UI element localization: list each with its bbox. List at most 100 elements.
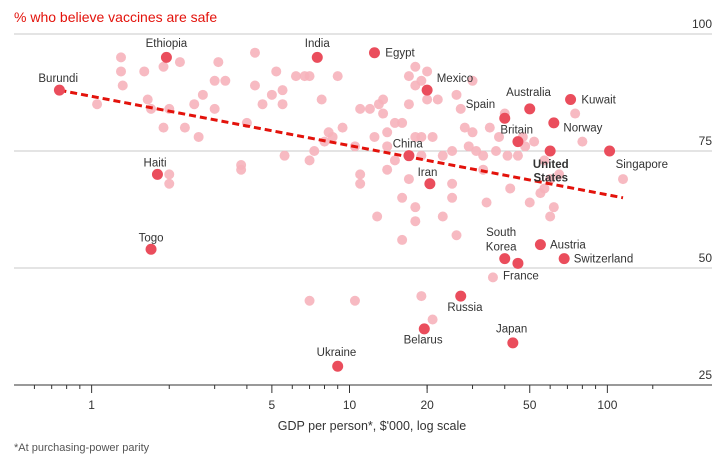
data-point — [422, 94, 433, 105]
data-point — [139, 66, 150, 77]
data-point — [467, 127, 478, 138]
y-axis-ticks: 100 75 50 25 — [692, 17, 712, 382]
country-label: States — [533, 172, 568, 184]
data-point — [389, 155, 400, 166]
country-label: Russia — [447, 302, 483, 314]
highlighted-point — [145, 243, 157, 255]
highlighted-point — [53, 84, 65, 96]
data-point — [484, 122, 495, 133]
country-label: Kuwait — [581, 95, 616, 107]
data-point — [116, 52, 127, 63]
country-label: Switzerland — [574, 254, 633, 266]
x-tick-label: 1 — [88, 398, 95, 412]
data-point — [403, 99, 414, 110]
data-point — [481, 197, 492, 208]
data-point — [467, 75, 478, 86]
data-point — [290, 71, 301, 82]
data-point — [494, 131, 505, 142]
data-point — [422, 66, 433, 77]
data-point — [524, 197, 535, 208]
data-point — [427, 314, 438, 325]
country-label: China — [393, 139, 424, 151]
highlighted-point — [151, 168, 163, 180]
highlighted-point — [455, 290, 467, 302]
highlighted-point — [421, 84, 433, 96]
data-point — [539, 183, 550, 194]
data-point — [337, 122, 348, 133]
data-point — [209, 103, 220, 114]
country-labels: Burundi Ethiopia India Egypt Mexico Australia… — [38, 38, 668, 359]
data-point — [502, 150, 513, 161]
country-label: Burundi — [38, 73, 78, 85]
data-point — [389, 117, 400, 128]
data-point — [554, 169, 565, 180]
highlighted-point — [558, 253, 570, 265]
country-label: Mexico — [437, 73, 473, 85]
data-point — [309, 146, 320, 156]
highlighted-point — [524, 103, 536, 115]
country-label: Britain — [500, 125, 533, 137]
data-point — [213, 57, 224, 68]
data-point — [447, 192, 458, 203]
highlighted-point — [418, 323, 430, 335]
highlighted-point — [499, 112, 511, 124]
highlighted-point — [311, 51, 323, 63]
country-label: United — [533, 159, 569, 171]
data-point — [471, 146, 482, 156]
trendline — [59, 88, 624, 200]
country-label: Japan — [496, 323, 527, 335]
data-point — [416, 75, 427, 86]
data-point — [416, 291, 427, 302]
data-point — [179, 122, 190, 133]
data-point — [397, 234, 408, 245]
highlighted-point — [604, 145, 616, 157]
data-point — [236, 164, 247, 175]
country-label: Egypt — [385, 48, 415, 60]
x-tick-label: 20 — [420, 398, 434, 412]
country-label: Singapore — [616, 159, 668, 171]
x-tick-label: 100 — [597, 398, 617, 412]
data-point — [451, 89, 462, 100]
data-point — [327, 131, 338, 142]
highlighted-point — [403, 150, 415, 162]
data-point — [355, 178, 366, 189]
data-point — [410, 202, 421, 213]
data-point — [164, 169, 175, 180]
x-tick-label: 10 — [343, 398, 357, 412]
data-point — [455, 103, 466, 114]
country-label: Haiti — [144, 157, 167, 169]
data-point — [529, 136, 540, 147]
highlighted-point — [332, 360, 344, 372]
highlighted-point — [424, 178, 436, 190]
data-point — [364, 103, 375, 114]
data-point — [545, 174, 556, 185]
data-point — [257, 99, 268, 110]
data-point — [355, 103, 366, 114]
data-point — [577, 136, 588, 147]
highlighted-point — [512, 257, 524, 269]
data-point — [545, 211, 556, 222]
data-point — [279, 150, 290, 161]
data-point — [193, 131, 204, 142]
data-point — [197, 89, 208, 100]
data-point — [332, 71, 343, 82]
country-label: Austria — [550, 240, 586, 252]
y-tick-label: 75 — [699, 134, 713, 148]
country-label: Ukraine — [317, 347, 357, 359]
highlighted-point — [507, 337, 519, 349]
country-label: Belarus — [404, 335, 443, 347]
data-point — [437, 211, 448, 222]
country-label: Spain — [466, 99, 495, 111]
country-label: Iran — [418, 167, 438, 179]
data-point — [158, 122, 169, 133]
data-point — [209, 75, 220, 86]
data-point — [355, 169, 366, 180]
highlighted-point — [534, 239, 546, 251]
country-label: Ethiopia — [146, 38, 188, 50]
footnote: *At purchasing-power parity — [14, 442, 150, 454]
data-point — [372, 211, 383, 222]
data-point — [117, 80, 128, 91]
data-point — [447, 146, 458, 156]
